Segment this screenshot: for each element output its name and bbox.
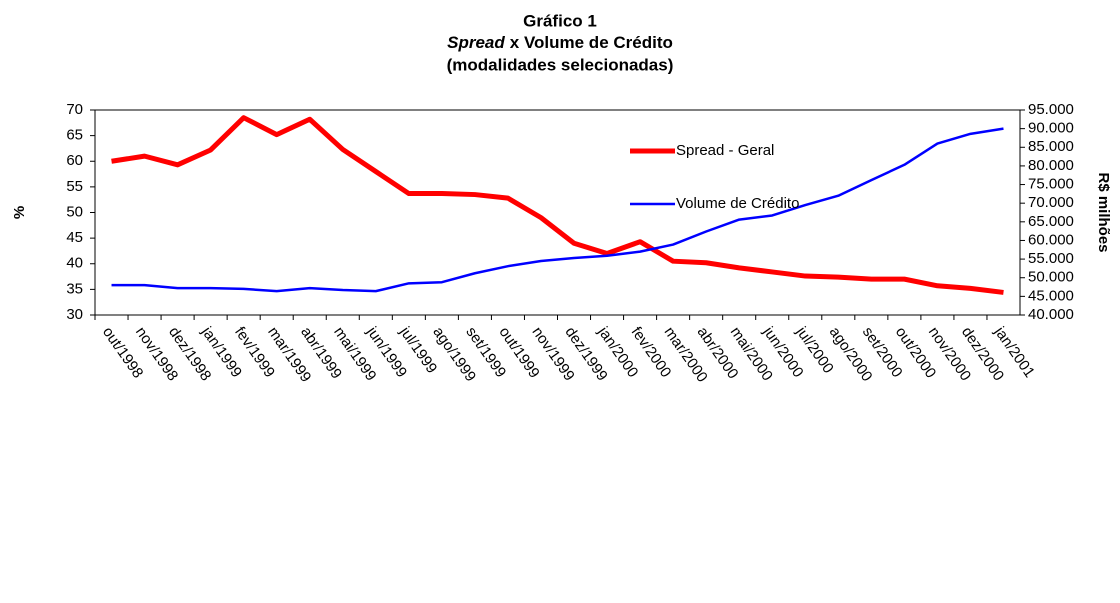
- y-tick-label: 40: [66, 255, 83, 272]
- y-tick-label: 50: [66, 203, 83, 220]
- y-tick-label: 35: [66, 280, 83, 297]
- y-tick-label: 30: [66, 306, 83, 323]
- y-axis-label: %: [11, 206, 28, 219]
- chart-title: (modalidades selecionadas): [447, 55, 674, 74]
- y2-tick-label: 65.000: [1028, 213, 1074, 230]
- series-line: [111, 115, 1004, 295]
- y2-tick-label: 70.000: [1028, 194, 1074, 211]
- y2-tick-label: 50.000: [1028, 269, 1074, 286]
- y2-tick-label: 40.000: [1028, 306, 1074, 323]
- legend-label: Spread - Geral: [676, 142, 774, 159]
- chart-title-italic: Spread: [447, 33, 505, 52]
- y-tick-label: 55: [66, 178, 83, 195]
- legend-label: Volume de Crédito: [676, 195, 799, 212]
- chart-title: Spread x Volume de Crédito: [447, 33, 673, 52]
- chart-title: Gráfico 1: [523, 11, 597, 30]
- y-tick-label: 45: [66, 229, 83, 246]
- chart-title-part: x Volume de Crédito: [510, 33, 673, 52]
- y2-tick-label: 90.000: [1028, 120, 1074, 137]
- y2-tick-label: 80.000: [1028, 157, 1074, 174]
- y2-tick-label: 95.000: [1028, 101, 1074, 118]
- y-tick-label: 65: [66, 127, 83, 144]
- series-line: [111, 127, 1004, 293]
- y-tick-label: 70: [66, 101, 83, 118]
- y2-tick-label: 60.000: [1028, 231, 1074, 248]
- y2-tick-label: 85.000: [1028, 138, 1074, 155]
- y2-tick-label: 45.000: [1028, 287, 1074, 304]
- y-tick-label: 60: [66, 152, 83, 169]
- y2-tick-label: 75.000: [1028, 176, 1074, 193]
- y2-tick-label: 55.000: [1028, 250, 1074, 267]
- y2-axis-label: R$ milhões: [1095, 172, 1112, 252]
